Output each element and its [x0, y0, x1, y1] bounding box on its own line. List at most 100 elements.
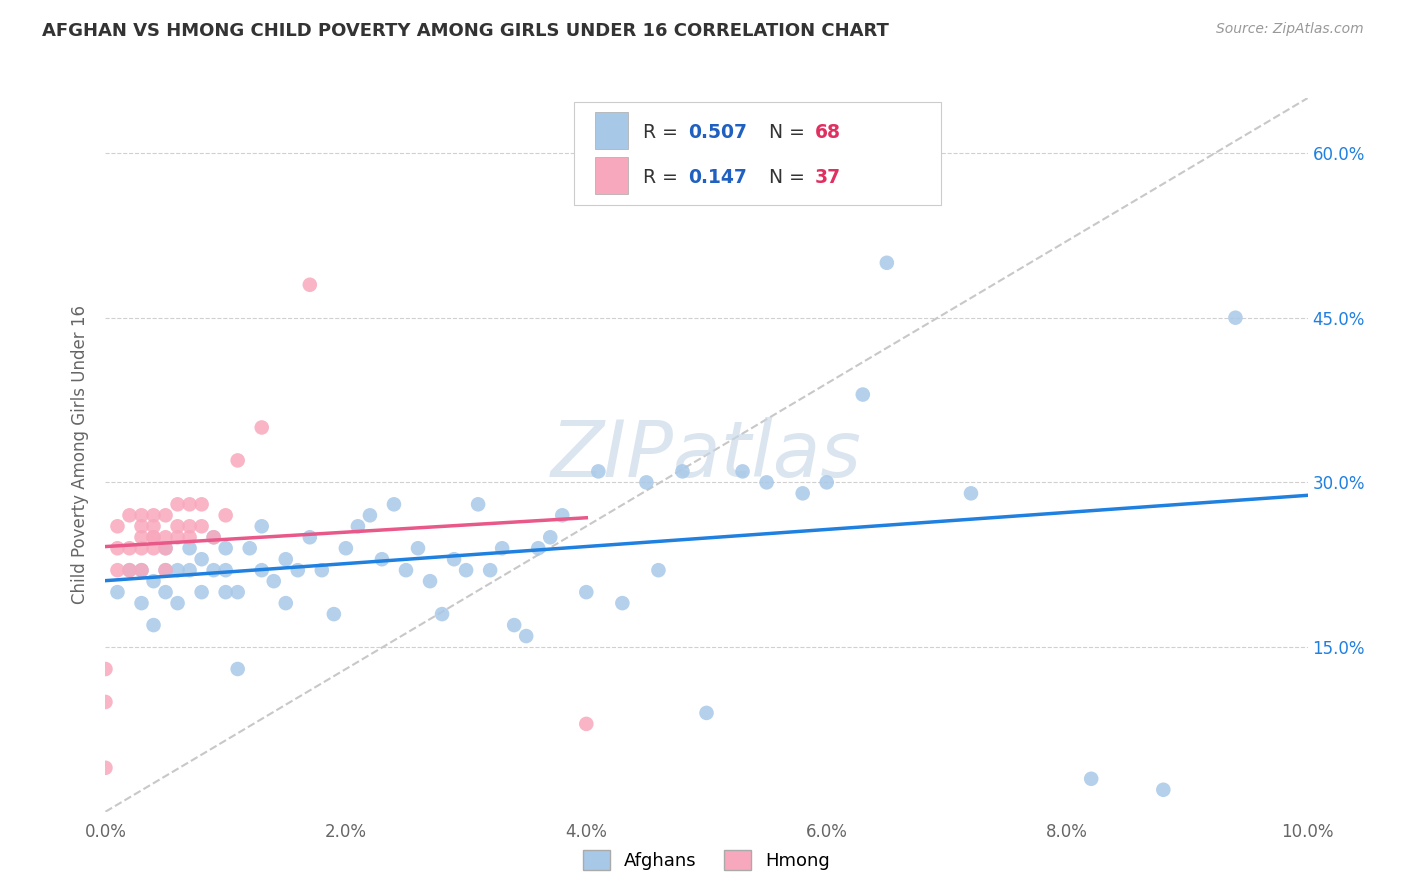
- Afghans: [371, 552, 394, 566]
- Hmong: [142, 541, 165, 556]
- Hmong: [202, 530, 225, 544]
- Y-axis label: Child Poverty Among Girls Under 16: Child Poverty Among Girls Under 16: [72, 305, 90, 605]
- Hmong: [214, 508, 236, 523]
- Hmong: [155, 541, 177, 556]
- Afghans: [311, 563, 333, 577]
- Afghans: [155, 585, 177, 599]
- Afghans: [322, 607, 344, 621]
- Afghans: [406, 541, 429, 556]
- Afghans: [250, 563, 273, 577]
- Hmong: [118, 508, 141, 523]
- Afghans: [202, 530, 225, 544]
- Hmong: [118, 541, 141, 556]
- Afghans: [250, 519, 273, 533]
- Hmong: [142, 530, 165, 544]
- Hmong: [107, 563, 129, 577]
- Afghans: [419, 574, 441, 589]
- Afghans: [1152, 782, 1174, 797]
- FancyBboxPatch shape: [595, 157, 628, 194]
- Afghans: [647, 563, 669, 577]
- Afghans: [731, 464, 754, 478]
- Afghans: [274, 596, 297, 610]
- Afghans: [239, 541, 262, 556]
- Afghans: [226, 662, 249, 676]
- Afghans: [335, 541, 357, 556]
- Afghans: [588, 464, 610, 478]
- Afghans: [226, 585, 249, 599]
- Afghans: [142, 574, 165, 589]
- Hmong: [155, 508, 177, 523]
- Afghans: [612, 596, 634, 610]
- Legend: Afghans, Hmong: Afghans, Hmong: [575, 842, 838, 878]
- Hmong: [166, 519, 188, 533]
- Afghans: [960, 486, 983, 500]
- Text: 37: 37: [814, 168, 841, 187]
- Text: ZIPatlas: ZIPatlas: [551, 417, 862, 493]
- Afghans: [696, 706, 718, 720]
- Afghans: [107, 585, 129, 599]
- Afghans: [443, 552, 465, 566]
- Hmong: [94, 761, 117, 775]
- Hmong: [166, 530, 188, 544]
- Hmong: [131, 519, 153, 533]
- Afghans: [190, 552, 212, 566]
- Afghans: [214, 541, 236, 556]
- Text: 68: 68: [814, 123, 841, 142]
- Text: R =: R =: [643, 168, 683, 187]
- Afghans: [166, 563, 188, 577]
- FancyBboxPatch shape: [595, 112, 628, 149]
- Afghans: [298, 530, 321, 544]
- Afghans: [142, 618, 165, 632]
- Afghans: [551, 508, 574, 523]
- Text: N =: N =: [769, 168, 811, 187]
- Afghans: [287, 563, 309, 577]
- Afghans: [155, 541, 177, 556]
- Hmong: [94, 695, 117, 709]
- Afghans: [1225, 310, 1247, 325]
- Afghans: [815, 475, 838, 490]
- Hmong: [179, 497, 201, 511]
- Afghans: [755, 475, 778, 490]
- Afghans: [527, 541, 550, 556]
- Hmong: [142, 519, 165, 533]
- Hmong: [190, 519, 212, 533]
- Afghans: [479, 563, 502, 577]
- Text: 0.507: 0.507: [689, 123, 748, 142]
- Hmong: [298, 277, 321, 292]
- Afghans: [347, 519, 370, 533]
- Afghans: [214, 585, 236, 599]
- Hmong: [166, 497, 188, 511]
- Hmong: [179, 519, 201, 533]
- Afghans: [166, 596, 188, 610]
- Hmong: [131, 563, 153, 577]
- Afghans: [382, 497, 405, 511]
- Afghans: [190, 585, 212, 599]
- Afghans: [515, 629, 537, 643]
- Hmong: [142, 508, 165, 523]
- Text: 0.147: 0.147: [689, 168, 748, 187]
- Text: AFGHAN VS HMONG CHILD POVERTY AMONG GIRLS UNDER 16 CORRELATION CHART: AFGHAN VS HMONG CHILD POVERTY AMONG GIRL…: [42, 22, 889, 40]
- Afghans: [202, 563, 225, 577]
- Afghans: [852, 387, 875, 401]
- Afghans: [454, 563, 477, 577]
- Afghans: [155, 563, 177, 577]
- Afghans: [1080, 772, 1102, 786]
- Hmong: [190, 497, 212, 511]
- Afghans: [214, 563, 236, 577]
- FancyBboxPatch shape: [574, 102, 941, 205]
- Hmong: [131, 508, 153, 523]
- Afghans: [118, 563, 141, 577]
- Hmong: [107, 541, 129, 556]
- Hmong: [107, 519, 129, 533]
- Afghans: [636, 475, 658, 490]
- Hmong: [155, 563, 177, 577]
- Hmong: [575, 717, 598, 731]
- Afghans: [131, 563, 153, 577]
- Text: Source: ZipAtlas.com: Source: ZipAtlas.com: [1216, 22, 1364, 37]
- Afghans: [876, 256, 898, 270]
- Afghans: [503, 618, 526, 632]
- Afghans: [792, 486, 814, 500]
- Afghans: [274, 552, 297, 566]
- Afghans: [491, 541, 513, 556]
- Hmong: [118, 563, 141, 577]
